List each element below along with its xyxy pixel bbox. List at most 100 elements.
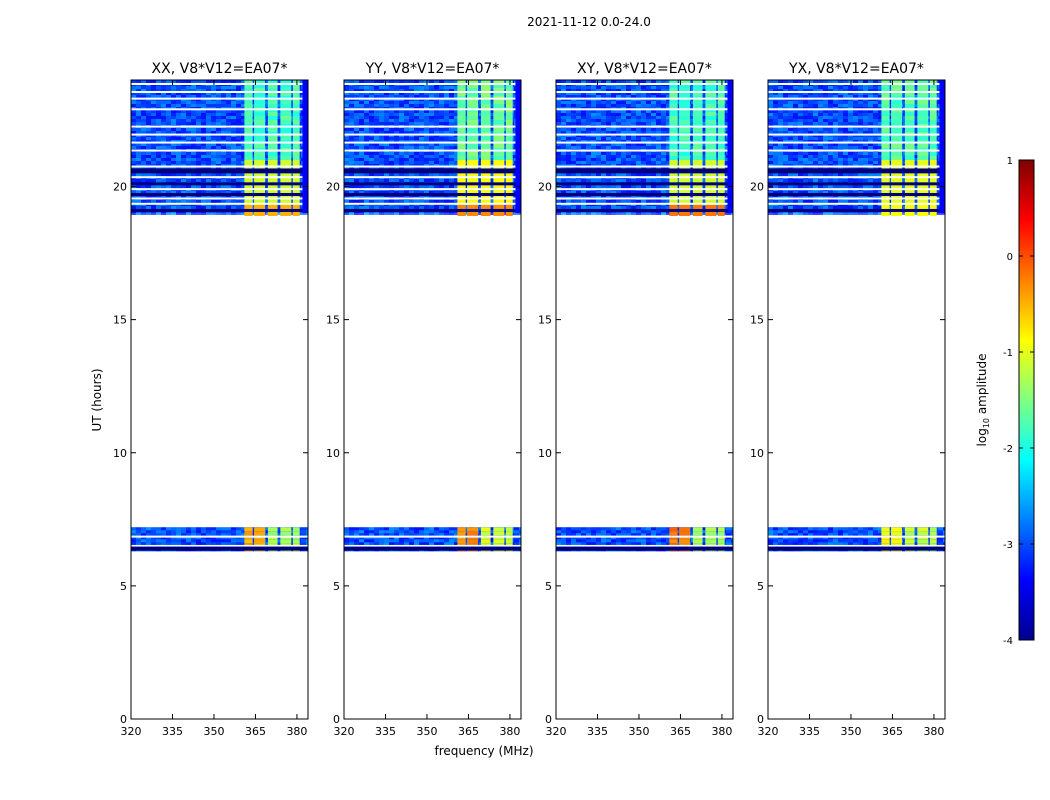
noise-cell <box>221 158 226 161</box>
noise-cell <box>596 530 601 534</box>
noise-cell <box>211 143 216 146</box>
noise-cell <box>404 179 409 182</box>
noise-cell <box>216 119 221 122</box>
noise-cell <box>156 530 161 534</box>
noise-cell <box>409 80 414 83</box>
noise-cell <box>359 89 364 92</box>
noise-cell <box>364 206 369 209</box>
noise-cell <box>429 110 434 113</box>
noise-cell <box>399 113 404 116</box>
channel-cell <box>480 172 491 176</box>
noise-cell <box>454 86 459 89</box>
noise-cell <box>251 185 256 188</box>
noise-cell <box>621 539 626 543</box>
y-tick-label: 0 <box>333 713 340 726</box>
channel-cell <box>292 160 300 164</box>
noise-cell <box>236 86 241 89</box>
noise-cell <box>216 146 221 149</box>
noise-cell <box>389 110 394 113</box>
noise-cell <box>151 92 156 95</box>
noise-cell <box>656 80 661 83</box>
noise-cell <box>176 80 181 83</box>
noise-cell <box>141 164 146 167</box>
noise-cell <box>676 101 681 104</box>
noise-cell <box>399 86 404 89</box>
noise-cell <box>429 533 434 537</box>
flag-line <box>344 176 521 179</box>
noise-cell <box>449 206 454 209</box>
dark-row <box>344 182 521 186</box>
noise-cell <box>394 530 399 534</box>
x-tick-label: 320 <box>121 725 142 738</box>
noise-cell <box>586 539 591 543</box>
noise-cell <box>364 536 369 540</box>
noise-cell <box>399 212 404 215</box>
noise-cell <box>454 530 459 534</box>
noise-cell <box>611 80 616 83</box>
noise-cell <box>726 539 731 543</box>
noise-cell <box>566 533 571 537</box>
noise-cell <box>201 95 206 98</box>
noise-cell <box>454 143 459 146</box>
noise-cell <box>171 122 176 125</box>
noise-cell <box>409 143 414 146</box>
noise-cell <box>221 146 226 149</box>
noise-cell <box>404 110 409 113</box>
noise-cell <box>429 137 434 140</box>
noise-cell <box>364 530 369 534</box>
noise-cell <box>399 89 404 92</box>
noise-cell <box>439 119 444 122</box>
channel-cell <box>292 112 300 116</box>
noise-cell <box>514 536 519 540</box>
noise-cell <box>359 146 364 149</box>
noise-cell <box>561 530 566 534</box>
noise-cell <box>201 191 206 194</box>
noise-cell <box>394 173 399 176</box>
noise-cell <box>641 95 646 98</box>
noise-cell <box>151 119 156 122</box>
noise-cell <box>576 92 581 95</box>
noise-cell <box>151 131 156 134</box>
noise-cell <box>449 146 454 149</box>
y-tick-label: 5 <box>333 580 340 593</box>
x-tick-label: 350 <box>203 725 224 738</box>
noise-cell <box>394 536 399 540</box>
channel-cell <box>457 200 466 204</box>
noise-cell <box>429 140 434 143</box>
noise-cell <box>161 80 166 83</box>
channel-cell <box>692 527 703 532</box>
noise-cell <box>586 80 591 83</box>
noise-cell <box>661 95 666 98</box>
noise-cell <box>424 530 429 534</box>
noise-cell <box>601 542 606 546</box>
noise-cell <box>236 539 241 543</box>
noise-cell <box>221 101 226 104</box>
noise-cell <box>571 101 576 104</box>
noise-cell <box>519 542 521 546</box>
noise-cell <box>171 89 176 92</box>
noise-cell <box>131 137 136 140</box>
noise-cell <box>419 164 424 167</box>
channel-cell <box>254 180 266 184</box>
channel-cell <box>292 212 300 216</box>
noise-cell <box>359 101 364 104</box>
noise-cell <box>251 110 256 113</box>
noise-cell <box>131 191 136 194</box>
noise-cell <box>276 101 281 104</box>
noise-cell <box>141 95 146 98</box>
noise-cell <box>626 92 631 95</box>
noise-cell <box>571 80 576 83</box>
noise-cell <box>731 527 733 531</box>
noise-cell <box>641 533 646 537</box>
noise-cell <box>131 86 136 89</box>
noise-cell <box>384 110 389 113</box>
noise-cell <box>454 158 459 161</box>
noise-cell <box>176 101 181 104</box>
noise-cell <box>349 539 354 543</box>
noise-cell <box>136 80 141 83</box>
y-tick-label: 5 <box>120 580 127 593</box>
noise-cell <box>611 104 616 107</box>
noise-cell <box>661 530 666 534</box>
noise-cell <box>151 143 156 146</box>
noise-cell <box>561 527 566 531</box>
